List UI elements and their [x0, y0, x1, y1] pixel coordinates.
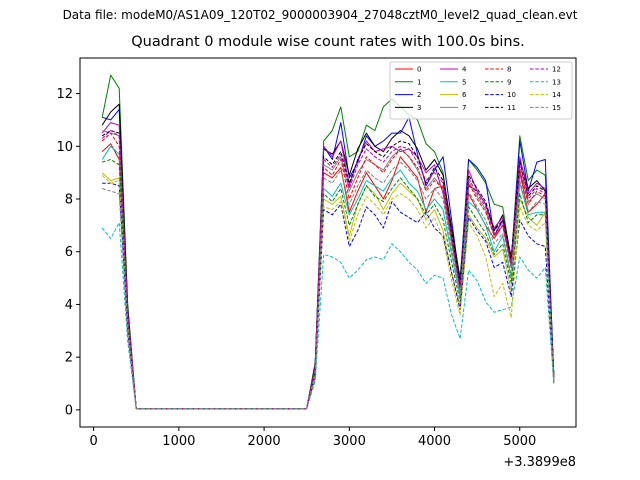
y-tick-label: 12	[56, 87, 73, 102]
legend-label-11: 11	[507, 104, 516, 112]
plot-frame	[79, 57, 577, 428]
y-tick-label: 6	[65, 245, 73, 260]
legend-label-1: 1	[417, 78, 421, 86]
x-tick-label: 1000	[162, 434, 195, 449]
x-axis: 0 1000 2000 3000 4000 5000	[89, 427, 536, 449]
y-tick-label: 4	[65, 298, 73, 313]
series-line-12	[101, 130, 555, 410]
y-tick-label: 8	[65, 193, 73, 208]
legend-label-14: 14	[552, 91, 561, 99]
x-tick-label: 5000	[503, 434, 536, 449]
series-line-14	[101, 174, 555, 410]
legend-label-2: 2	[417, 91, 421, 99]
legend-label-0: 0	[417, 66, 421, 74]
figure-suptitle: Data file: modeM0/AS1A09_120T02_90000039…	[62, 8, 578, 22]
legend-label-10: 10	[507, 91, 516, 99]
legend-label-5: 5	[462, 78, 466, 86]
legend-label-13: 13	[552, 78, 561, 86]
x-tick-label: 4000	[418, 434, 451, 449]
legend-frame	[389, 61, 573, 120]
legend-label-9: 9	[507, 78, 511, 86]
series-lines	[101, 74, 555, 410]
x-tick-label: 0	[89, 434, 97, 449]
y-tick-label: 10	[56, 140, 73, 155]
legend-label-7: 7	[462, 104, 466, 112]
legend-label-15: 15	[552, 104, 561, 112]
chart-title: Quadrant 0 module wise count rates with …	[131, 34, 525, 50]
series-line-13	[101, 222, 555, 410]
x-tick-label: 3000	[333, 434, 366, 449]
legend-label-4: 4	[462, 66, 467, 74]
series-line-15	[102, 161, 555, 410]
y-tick-label: 2	[65, 351, 73, 366]
legend-label-12: 12	[552, 66, 561, 74]
legend-label-6: 6	[462, 91, 467, 99]
y-axis: 0 2 4 6 8 10 12	[56, 87, 80, 418]
x-offset-label: +3.3899e8	[503, 455, 576, 470]
legend-label-3: 3	[417, 104, 421, 112]
x-tick-label: 2000	[248, 434, 281, 449]
legend-label-8: 8	[507, 66, 511, 74]
y-tick-label: 0	[65, 403, 73, 418]
